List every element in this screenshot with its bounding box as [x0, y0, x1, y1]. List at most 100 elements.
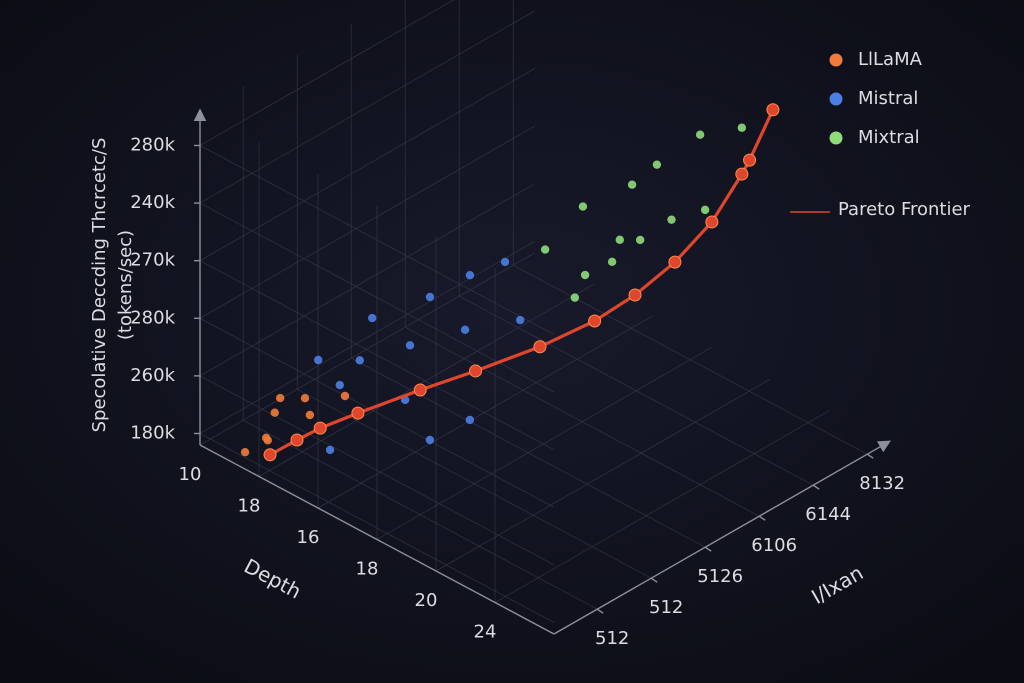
data-layer	[240, 103, 780, 462]
frontier-point	[735, 167, 749, 181]
grid-line	[199, 260, 555, 451]
data-point	[305, 410, 315, 420]
grid-line	[199, 317, 555, 508]
data-point	[580, 270, 590, 280]
legend-swatch	[829, 92, 843, 106]
legend-swatch	[829, 53, 843, 67]
data-point	[425, 435, 435, 445]
data-point	[667, 215, 676, 224]
frontier-point	[351, 406, 365, 420]
data-point	[540, 245, 550, 254]
data-point	[695, 130, 705, 139]
data-point	[737, 123, 747, 132]
grid-line	[199, 68, 535, 262]
y-tick-label: 8132	[859, 473, 905, 494]
y-tick-label: 512	[595, 628, 629, 649]
data-point	[270, 408, 279, 417]
x-axis	[199, 444, 555, 635]
grid-line	[199, 183, 535, 377]
grid-line	[351, 357, 706, 548]
data-point	[355, 356, 364, 365]
y-tick-label: 512	[649, 597, 683, 618]
grid-line	[243, 419, 598, 610]
frontier-point	[533, 340, 547, 354]
grid-line	[199, 145, 555, 335]
y-axis	[553, 440, 891, 635]
frontier-point	[766, 103, 780, 117]
y-tick	[650, 577, 658, 583]
grid-line	[199, 433, 555, 623]
z-axis-label: Specolative Deccding Thcrcetc/S	[89, 138, 110, 433]
data-point	[500, 257, 510, 267]
frontier-point	[628, 288, 642, 302]
grid-layer	[199, 0, 868, 623]
x-tick-label: 18	[356, 559, 379, 580]
data-point	[240, 448, 250, 457]
data-point	[275, 393, 285, 403]
y-tick	[812, 484, 820, 490]
grid-line	[376, 346, 712, 540]
frontier-point	[668, 255, 682, 269]
data-point	[627, 180, 637, 189]
grid-line	[317, 315, 653, 509]
grid-line	[199, 240, 535, 434]
y-tick	[704, 546, 712, 552]
frontier-point	[588, 314, 602, 328]
y-tick-label: 6144	[805, 504, 851, 525]
data-point	[405, 341, 415, 350]
x-tick-label: 16	[297, 527, 320, 548]
frontier-point	[290, 433, 304, 447]
grid-line	[258, 283, 594, 477]
data-point	[570, 293, 580, 302]
z-tick-label: 260k	[130, 365, 175, 386]
legend-label: Pareto Frontier	[838, 199, 971, 220]
x-tick-label: 10	[179, 464, 202, 485]
y-tick-label: 5126	[697, 566, 743, 587]
z-tick-label: 240k	[130, 192, 175, 213]
y-tick	[866, 453, 874, 459]
data-point	[607, 257, 617, 267]
grid-line	[435, 378, 771, 572]
data-point	[652, 160, 662, 169]
legend-swatch	[829, 131, 843, 145]
x-tick-label: 18	[238, 496, 261, 517]
legend-label: Mistral	[858, 88, 918, 109]
grid-line	[199, 10, 535, 204]
y-tick	[596, 608, 604, 614]
grid-line	[199, 0, 455, 146]
data-point	[300, 394, 310, 403]
data-point	[335, 380, 344, 390]
data-point	[465, 415, 475, 425]
frontier-point	[263, 448, 277, 462]
data-point	[578, 202, 588, 211]
legend-label: LlLaMA	[858, 49, 923, 70]
frontier-point	[413, 383, 427, 397]
y-tick	[758, 515, 766, 521]
data-point	[425, 292, 435, 302]
data-point	[368, 313, 377, 323]
frontier-point	[743, 153, 757, 167]
data-point	[314, 355, 323, 365]
grid-line	[199, 252, 535, 446]
grid-line	[405, 326, 760, 517]
data-point	[635, 235, 645, 245]
grid-line	[297, 388, 652, 579]
legend: LlLaMA Mistral Mixtral Pareto Frontier	[790, 49, 971, 220]
x-tick-label: 20	[415, 590, 438, 611]
z-tick-label: 280k	[130, 134, 175, 155]
grid-line	[199, 125, 535, 319]
data-point	[325, 445, 335, 455]
frontier-point	[313, 421, 327, 435]
frontier-point	[469, 364, 483, 378]
axis-layer: 10 18 16 18 20 24 512 512 5126 6106 6144 8132 180k 26…	[130, 108, 905, 649]
frontier-point	[705, 215, 719, 229]
y-tick-label: 6106	[751, 535, 797, 556]
data-point	[340, 391, 350, 401]
data-point	[700, 205, 710, 215]
z-tick-label: 180k	[130, 422, 175, 443]
z-tick-label: 270k	[130, 250, 175, 271]
z-axis-label: (tokens/sec)	[115, 230, 136, 340]
grid-line	[199, 375, 555, 566]
